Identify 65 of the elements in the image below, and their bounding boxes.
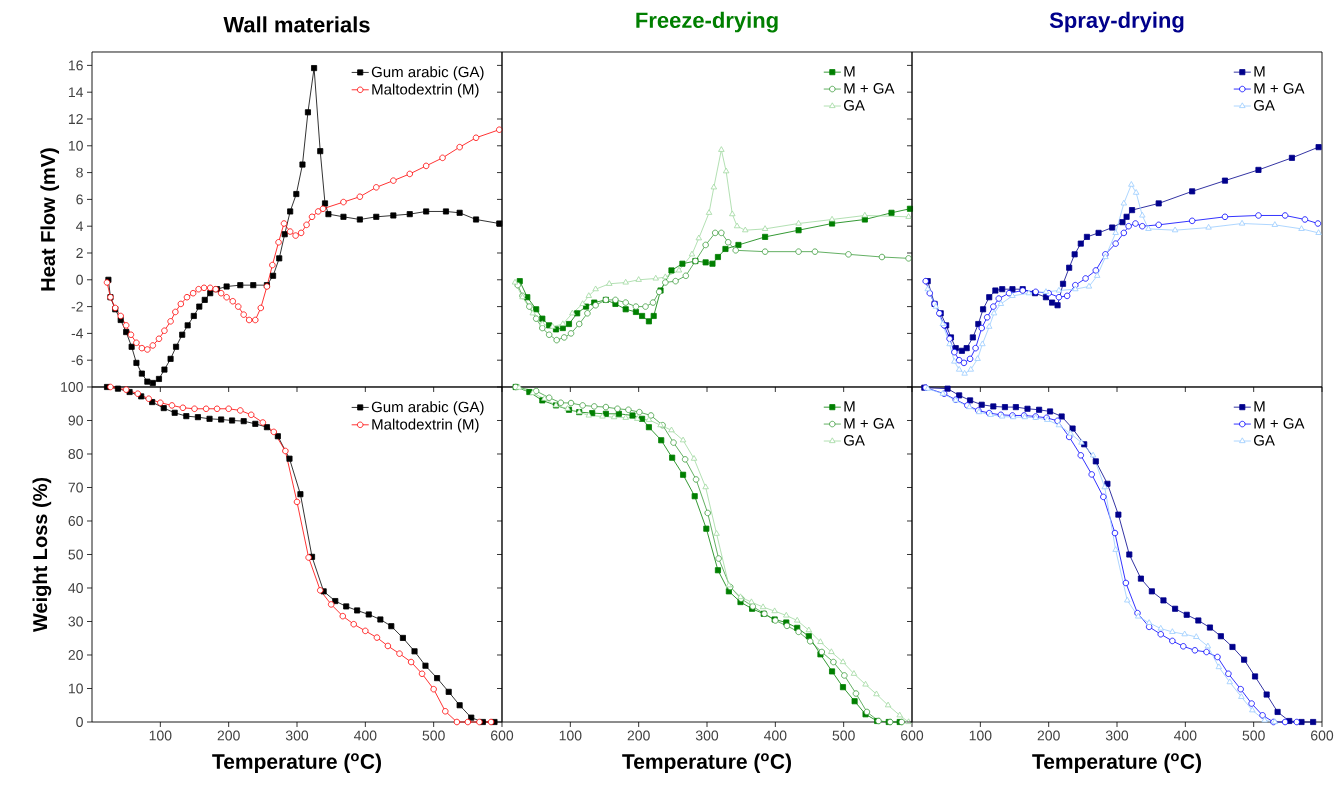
y-tick-label: 10 — [68, 140, 83, 151]
legend-label: M — [844, 66, 855, 77]
x-axis-title: Temperature ($^{o}$C) — [212, 753, 381, 774]
legend-label: M + GA — [1254, 418, 1305, 429]
y-tick-label: 12 — [68, 114, 83, 124]
x-tick-label: 600 — [1311, 730, 1334, 741]
y-tick-label: 14 — [68, 87, 84, 98]
chart-title: Spray-drying — [1049, 11, 1184, 33]
x-tick-label: 300 — [695, 730, 719, 741]
x-tick-label: 100 — [969, 730, 992, 741]
legend-label: GA — [843, 100, 865, 111]
x-tick-label: 400 — [763, 730, 787, 741]
y-tick-label: 10 — [68, 683, 83, 694]
y-tick-label: 60 — [68, 516, 83, 526]
y-tick-label: -4 — [71, 328, 84, 339]
y-tick-label: 70 — [68, 482, 83, 493]
x-tick-label: 400 — [353, 730, 377, 741]
y-tick-label: 2 — [76, 248, 83, 258]
y-tick-label: 4 — [75, 221, 84, 232]
y-tick-label: 30 — [68, 616, 83, 627]
legend-label: M + GA — [844, 83, 895, 94]
x-tick-label: 600 — [901, 730, 924, 741]
y-tick-label: 100 — [61, 382, 83, 392]
y-tick-label: -2 — [71, 301, 83, 312]
x-tick-label: 500 — [422, 730, 445, 741]
legend-label: GA — [1254, 435, 1275, 446]
y-tick-label: 40 — [68, 583, 83, 593]
legend-label: Gum arabic (GA) — [371, 66, 484, 81]
chart-title: Freeze-drying — [636, 11, 778, 33]
y-tick-label: 0 — [76, 274, 83, 285]
legend-label: M + GA — [844, 418, 895, 429]
legend-label: Maltodextrin (M) — [372, 83, 479, 98]
y-tick-label: 20 — [68, 650, 83, 660]
chart-title: Wall materials — [223, 16, 370, 33]
x-tick-label: 100 — [149, 730, 172, 741]
legend-label: M — [1254, 401, 1265, 412]
y-tick-label: 90 — [68, 415, 83, 426]
x-axis-title: Temperature ($^{o}$C) — [622, 753, 792, 774]
legend-label: GA — [1254, 100, 1275, 111]
y-tick-label: -6 — [71, 355, 83, 366]
y-tick-label: 0 — [76, 717, 83, 727]
y-axis-title: Weight Loss (%) — [32, 477, 52, 633]
y-tick-label: 16 — [68, 60, 83, 71]
x-tick-label: 100 — [559, 730, 582, 741]
legend-label: Gum arabic (GA) — [371, 401, 484, 416]
x-tick-label: 600 — [491, 730, 514, 741]
x-tick-label: 200 — [627, 730, 650, 741]
legend-label: GA — [843, 435, 865, 446]
x-tick-label: 200 — [217, 730, 240, 741]
x-axis-title: Temperature ($^{o}$C) — [1032, 753, 1202, 774]
y-tick-label: 50 — [68, 549, 83, 560]
legend-label: M — [844, 401, 855, 412]
x-tick-label: 400 — [1173, 730, 1197, 741]
y-tick-label: 80 — [68, 449, 83, 459]
y-axis-title: Heat Flow (mV) — [40, 148, 60, 291]
x-tick-label: 500 — [832, 730, 855, 741]
x-tick-label: 300 — [1105, 730, 1129, 741]
x-tick-label: 500 — [1242, 730, 1265, 741]
x-tick-label: 300 — [285, 730, 309, 741]
y-tick-label: 8 — [76, 167, 83, 178]
x-tick-label: 200 — [1037, 730, 1060, 741]
y-tick-label: 6 — [76, 194, 83, 205]
legend-label: M — [1254, 66, 1265, 77]
legend-label: M + GA — [1254, 83, 1305, 94]
legend-label: Maltodextrin (M) — [372, 418, 479, 433]
